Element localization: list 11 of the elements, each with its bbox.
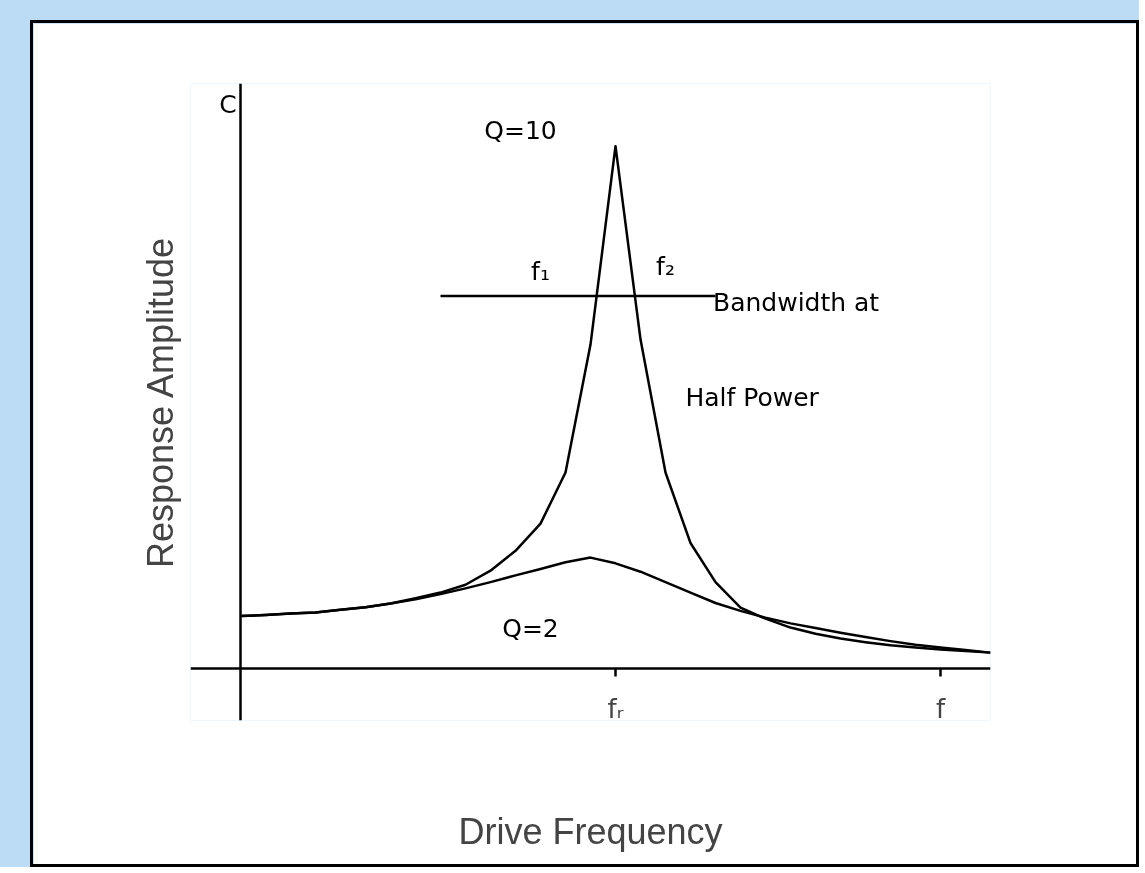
annotation: f₂ [656,251,675,281]
annotation: f₁ [531,256,550,286]
x-axis-title: Drive Frequency [458,810,723,852]
y-axis-title: Response Amplitude [139,237,181,569]
text: Q=10 [484,115,557,145]
annotation: Bandwidth at [713,288,880,318]
annotation: Half Power [685,383,820,413]
text: C [219,89,237,119]
x-tick-label: fᵣ [607,694,624,725]
annotation: Q=2 [502,614,559,644]
x-tick-label: f [935,694,946,725]
